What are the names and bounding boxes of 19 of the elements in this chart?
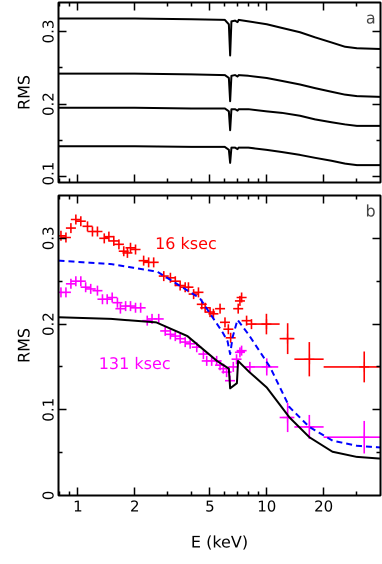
y-tick-label: 0.1 xyxy=(40,398,58,422)
y-tick-label: 0.2 xyxy=(40,312,58,336)
y-axis-title: RMS xyxy=(14,328,34,364)
annotation: a xyxy=(366,8,376,28)
y-axis-title: RMS xyxy=(14,74,34,110)
x-tick-label: 5 xyxy=(205,498,215,516)
y-tick-label: 0.3 xyxy=(40,226,58,250)
x-tick-label: 2 xyxy=(130,498,140,516)
x-tick-label: 10 xyxy=(257,498,276,516)
series-label: 131 ksec xyxy=(98,354,171,373)
y-tick-label: 0.1 xyxy=(40,162,58,186)
y-tick-label: 0.2 xyxy=(40,92,58,116)
annotation: b xyxy=(366,202,376,220)
y-tick-label: 0 xyxy=(40,490,58,500)
x-tick-label: 20 xyxy=(314,498,334,516)
x-tick-label: 1 xyxy=(73,498,83,516)
series-label: 16 ksec xyxy=(155,234,217,253)
y-tick-label: 0.3 xyxy=(40,20,58,44)
x-axis-title: E (keV) xyxy=(190,532,248,552)
